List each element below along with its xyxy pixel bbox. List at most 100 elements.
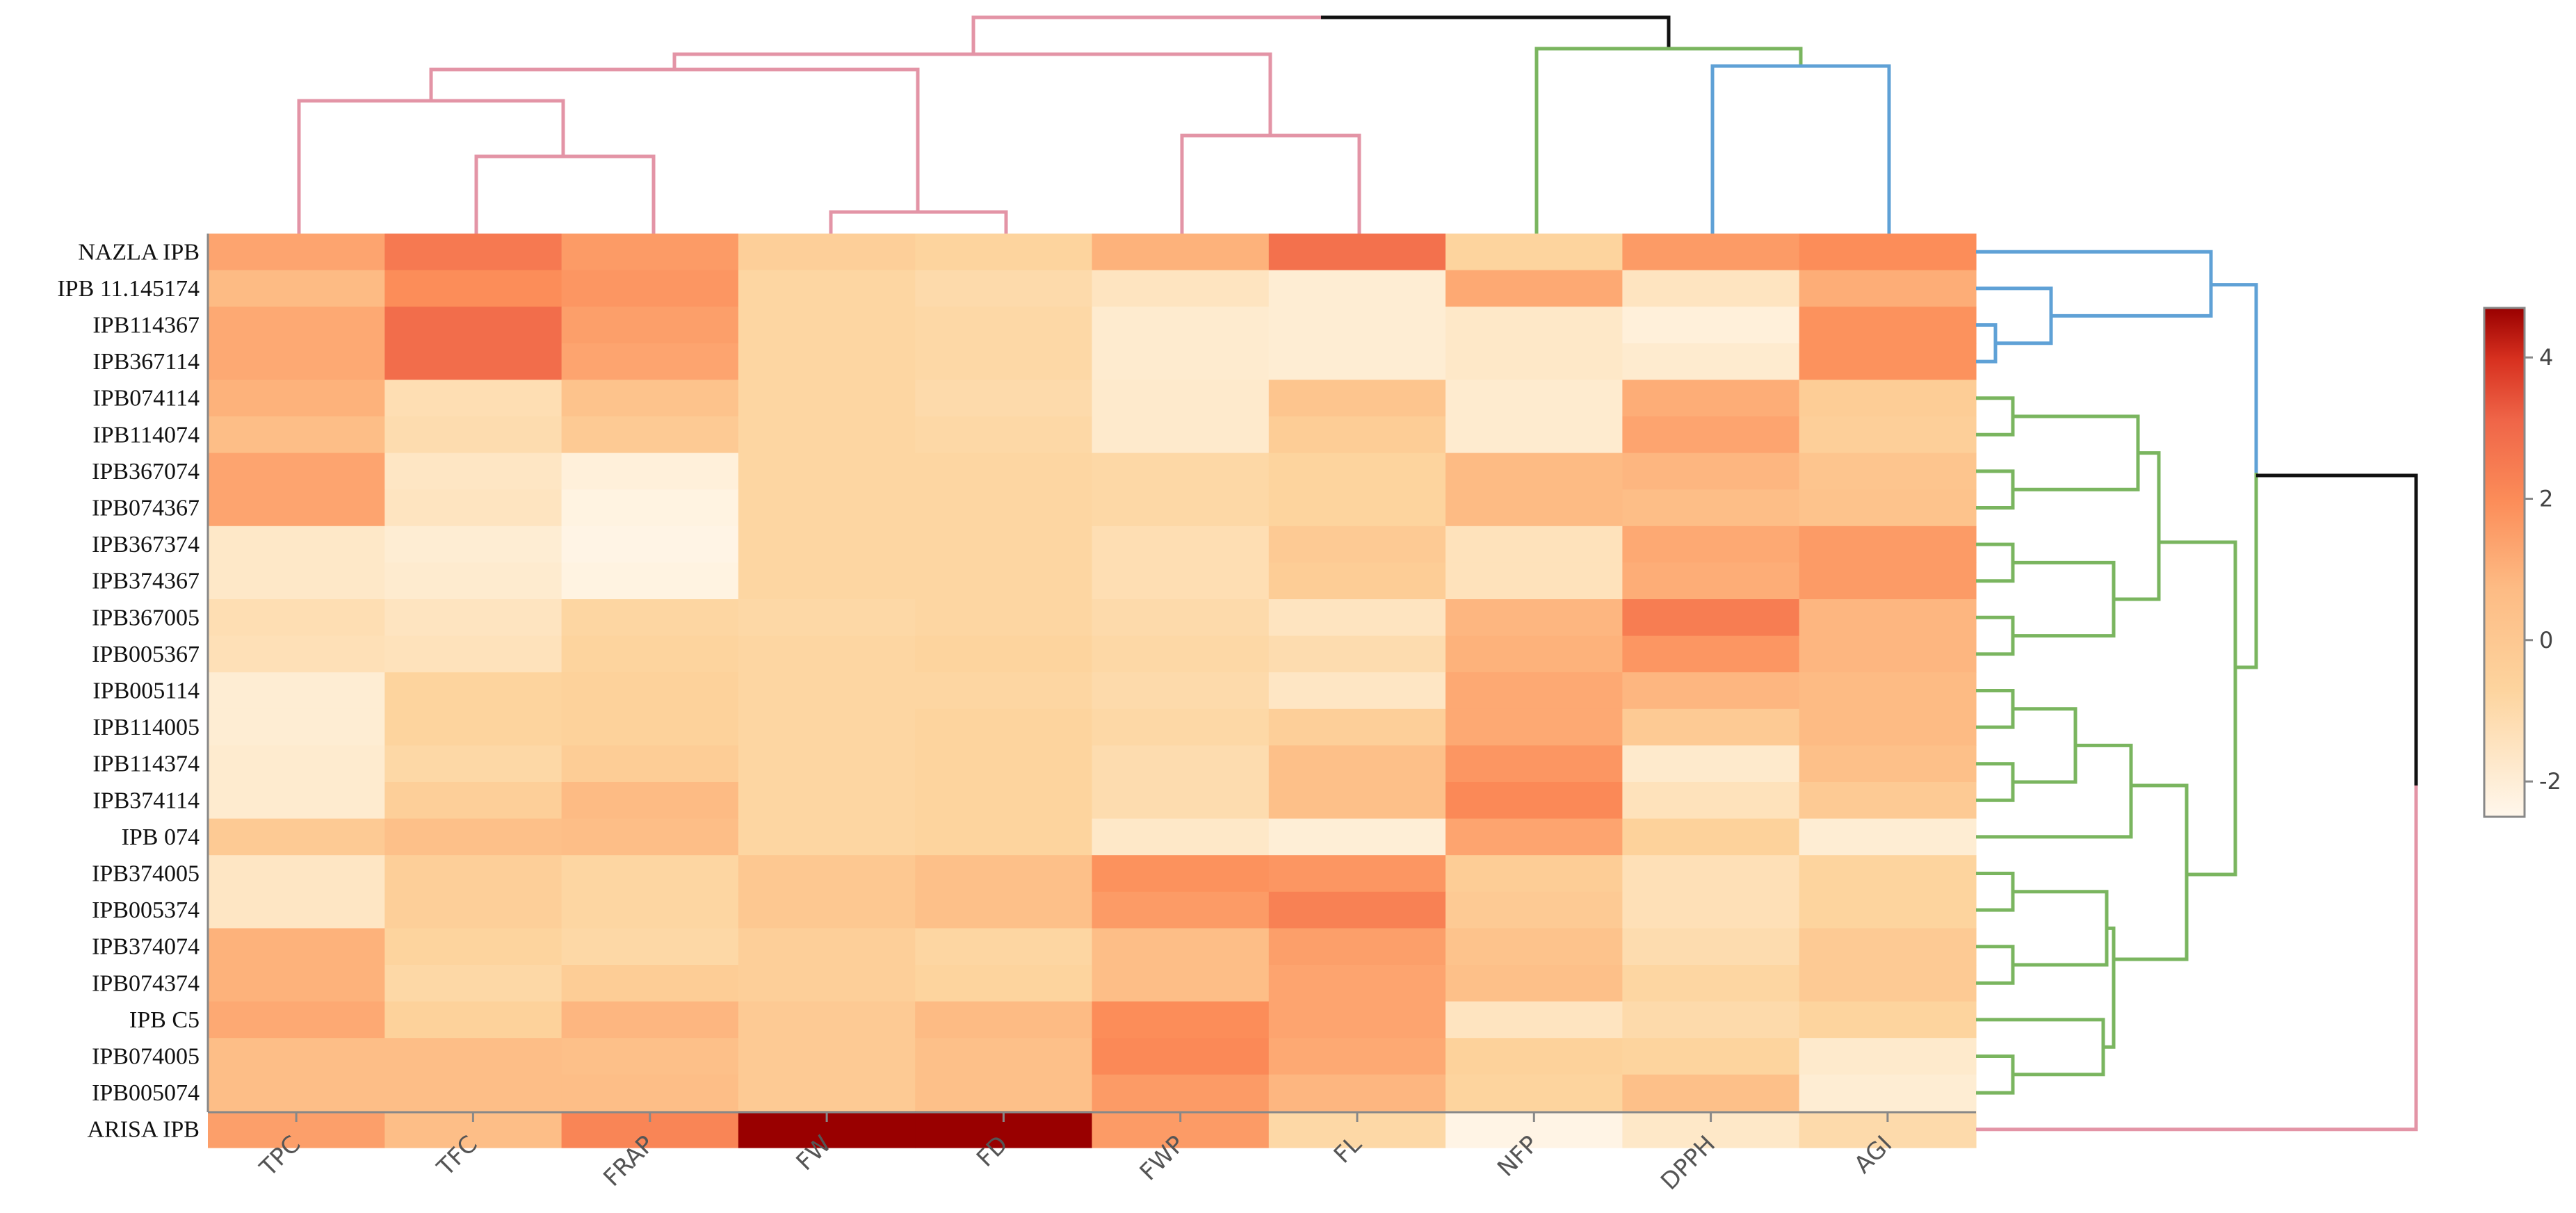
row-label: IPB367374	[92, 532, 200, 557]
row-label: NAZLA IPB	[78, 239, 200, 265]
heatmap-cell	[208, 307, 385, 344]
heatmap-cell	[384, 1001, 562, 1039]
row-dendro-link	[2256, 473, 2418, 785]
heatmap-cell	[738, 672, 916, 710]
heatmap-cell	[1092, 416, 1270, 454]
heatmap-cell	[738, 489, 916, 527]
row-label: IPB005074	[92, 1080, 200, 1106]
heatmap-cell	[1268, 818, 1446, 856]
row-label: IPB005114	[92, 678, 200, 704]
row-labels: NAZLA IPB IPB 11.145174 IPB114367 IPB367114…	[57, 239, 200, 1142]
row-label: IPB367074	[92, 459, 200, 485]
heatmap-cell	[1445, 928, 1623, 966]
heatmap-cell	[915, 782, 1093, 820]
colorbar-tick-label: 2	[2539, 486, 2553, 512]
row-dendro-link	[1976, 286, 2053, 345]
heatmap-cell	[1799, 1074, 1977, 1112]
heatmap-cell	[1622, 562, 1800, 600]
heatmap-cell	[208, 453, 385, 490]
heatmap-cell	[561, 343, 739, 380]
row-dendro-link	[2211, 283, 2258, 490]
heatmap-cell	[915, 489, 1093, 527]
heatmap-cell	[1622, 599, 1800, 637]
col-dendro-link-pink-root	[672, 52, 1272, 136]
heatmap-cell	[1445, 343, 1623, 380]
heatmap-cell	[384, 1074, 562, 1112]
heatmap-cell	[561, 1001, 739, 1039]
heatmap-cell	[384, 416, 562, 454]
heatmap-cell	[1799, 1001, 1977, 1039]
col-dendro-link-black-top	[1321, 15, 1671, 49]
row-label: IPB114074	[92, 422, 200, 448]
row-label: IPB374367	[92, 569, 200, 594]
heatmap-cell	[384, 526, 562, 563]
heatmap-cell	[1799, 672, 1977, 710]
heatmap-cell	[1092, 672, 1270, 710]
col-dendro-link-tpc-group	[297, 99, 565, 234]
heatmap-cell	[1268, 782, 1446, 820]
heatmap-cell	[738, 380, 916, 417]
heatmap-cell	[1799, 782, 1977, 820]
heatmap-cell	[1445, 965, 1623, 1002]
row-dendro-link	[2013, 890, 2109, 967]
heatmap-cell	[1092, 1038, 1270, 1075]
heatmap-cell	[1268, 891, 1446, 929]
row-label: IPB374074	[92, 934, 200, 960]
heatmap-cell	[208, 526, 385, 563]
heatmap-cell	[1622, 635, 1800, 673]
heatmap-cell	[915, 965, 1093, 1002]
heatmap-cell	[384, 708, 562, 746]
heatmap-cell	[208, 343, 385, 380]
heatmap-cell	[915, 1038, 1093, 1075]
heatmap-cell	[1622, 234, 1800, 271]
heatmap-cell	[915, 708, 1093, 746]
heatmap-cell	[1445, 745, 1623, 783]
heatmap-cell	[384, 855, 562, 893]
colorbar-tick-label: 0	[2539, 627, 2553, 653]
heatmap-cell	[915, 526, 1093, 563]
heatmap-cell	[1622, 380, 1800, 417]
heatmap-cell	[561, 562, 739, 600]
heatmap-cell	[561, 1074, 739, 1112]
row-dendro-link	[1976, 396, 2015, 437]
row-dendro-link	[1976, 1055, 2015, 1095]
heatmap-cell	[1622, 855, 1800, 893]
heatmap-cell	[738, 270, 916, 307]
heatmap-cell	[1268, 1074, 1446, 1112]
heatmap-cell	[208, 1001, 385, 1039]
row-dendro-link	[2235, 473, 2258, 669]
heatmap-cell	[1799, 855, 1977, 893]
row-dendro-link	[1976, 945, 2015, 985]
heatmap-cell	[384, 745, 562, 783]
heatmap-cell	[1622, 672, 1800, 710]
heatmap-cell	[915, 1001, 1093, 1039]
heatmap-cell	[1622, 818, 1800, 856]
heatmap-cell	[1445, 1001, 1623, 1039]
heatmap-cell	[384, 599, 562, 637]
row-dendro-link	[1976, 762, 2015, 802]
row-label: IPB114367	[92, 313, 200, 339]
row-label: IPB114005	[92, 715, 200, 740]
heatmap-cell	[1092, 234, 1270, 271]
heatmap-cell	[1268, 380, 1446, 417]
heatmap-cell	[1092, 562, 1270, 600]
heatmap-cell	[1092, 526, 1270, 563]
heatmap-cell	[384, 380, 562, 417]
heatmap-cell	[738, 928, 916, 966]
heatmap-cell	[384, 343, 562, 380]
heatmap-cell	[1268, 234, 1446, 271]
row-dendro-link	[2114, 783, 2189, 961]
heatmap-cell	[561, 234, 739, 271]
heatmap-cell	[1799, 270, 1977, 307]
heatmap-cell	[1445, 708, 1623, 746]
heatmap-cell	[384, 672, 562, 710]
heatmap-cell	[208, 965, 385, 1002]
heatmap-cell	[1799, 1038, 1977, 1075]
heatmap-cell	[1268, 416, 1446, 454]
row-label: IPB374114	[92, 788, 200, 813]
heatmap-cell	[208, 562, 385, 600]
heatmap-cell	[1622, 453, 1800, 490]
heatmap-cell	[738, 562, 916, 600]
col-dendro-link-dpph-agi	[1710, 64, 1891, 234]
heatmap-cell	[1445, 1038, 1623, 1075]
